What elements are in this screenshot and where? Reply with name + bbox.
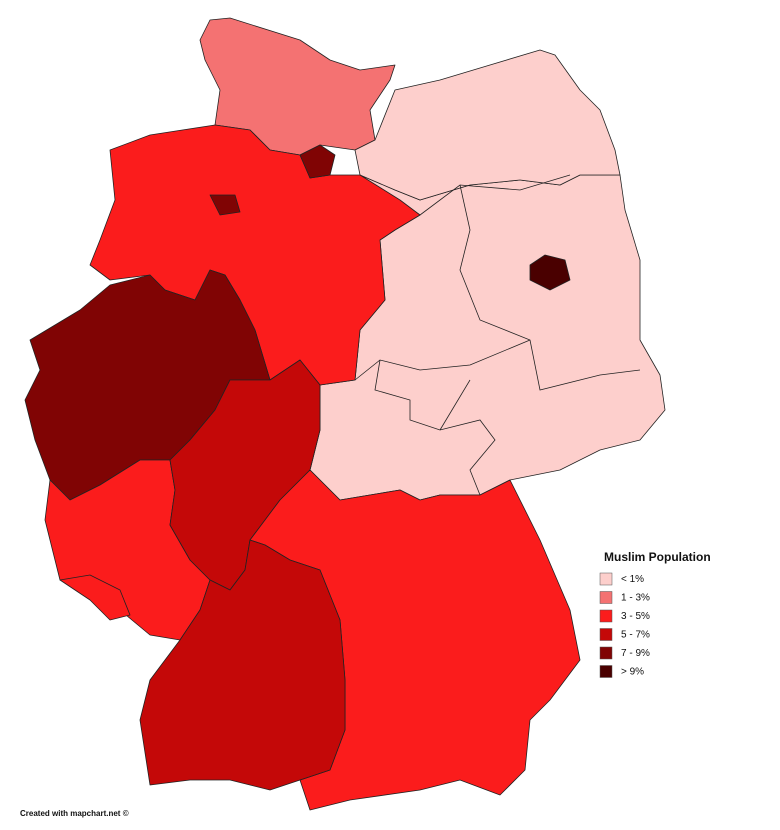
credit: Created with mapchart.net ©	[20, 809, 129, 818]
legend-title: Muslim Population	[604, 550, 711, 564]
legend-label: 7 - 9%	[621, 648, 650, 659]
legend-label: 1 - 3%	[621, 593, 650, 604]
state-borders	[354, 174, 641, 496]
hamburg	[299, 144, 336, 179]
legend-swatch	[599, 628, 613, 641]
legend-swatch	[599, 609, 613, 623]
states	[24, 17, 666, 811]
border	[439, 379, 471, 431]
legend-swatch	[599, 646, 613, 660]
baden-wurttemberg	[139, 539, 346, 791]
mecklenburg-vorpommern	[354, 49, 621, 201]
legend-label: < 1%	[621, 574, 644, 585]
legend-swatch	[599, 591, 613, 604]
legend-label: 5 - 7%	[621, 630, 650, 641]
saarland	[59, 574, 131, 621]
bremen	[209, 194, 241, 216]
legend-swatch	[599, 572, 613, 586]
legend-label: > 9%	[621, 667, 644, 678]
legend-swatch	[599, 665, 613, 678]
legend-label: 3 - 5%	[621, 611, 650, 622]
border	[459, 184, 641, 391]
berlin	[529, 254, 571, 291]
legend: < 1% 1 - 3% 3 - 5% 5 - 7% 7 - 9% > 9%	[599, 572, 650, 678]
border	[419, 174, 571, 216]
border	[354, 339, 531, 381]
